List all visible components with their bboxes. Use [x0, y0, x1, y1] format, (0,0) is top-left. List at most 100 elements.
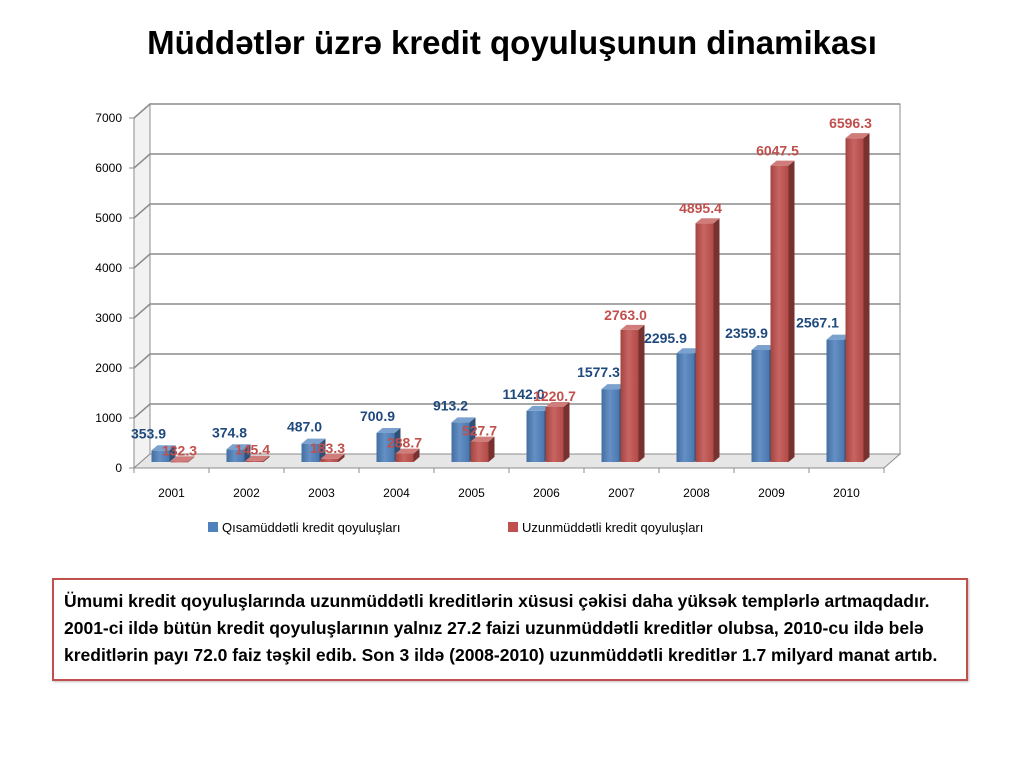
- data-label: 6596.3: [829, 115, 872, 131]
- y-tick-label: 1000: [95, 411, 122, 425]
- bar-front: [451, 422, 470, 462]
- bar-front: [695, 223, 714, 462]
- x-tick-label: 2008: [683, 486, 710, 500]
- bar-top: [301, 438, 326, 444]
- bar-top: [601, 384, 626, 390]
- bar-long-term-2008: [695, 218, 720, 462]
- data-label: 353.9: [131, 425, 166, 441]
- bar-top: [695, 218, 720, 224]
- bar-front: [170, 461, 189, 463]
- legend-swatch-short-term: [208, 522, 218, 532]
- legend-label-short-term: Qısamüddətli kredit qoyuluşları: [222, 520, 400, 535]
- gridline: [133, 153, 900, 169]
- bar-side: [413, 448, 420, 462]
- bar-top: [470, 436, 495, 442]
- gridlines: [133, 103, 900, 419]
- y-tick-label: 0: [115, 461, 122, 475]
- bar-side: [788, 160, 795, 462]
- data-label: 913.2: [433, 397, 468, 413]
- x-tick-label: 2006: [533, 486, 560, 500]
- bar-front: [676, 353, 695, 462]
- data-label: 288.7: [387, 435, 422, 451]
- data-label: 145.4: [235, 442, 270, 458]
- bar-long-term-2005: [470, 436, 495, 462]
- bar-short-term-2003: [301, 438, 326, 462]
- bar-front: [151, 450, 170, 462]
- bar-top: [320, 453, 345, 459]
- bar-long-term-2002: [245, 455, 270, 462]
- gridline: [133, 353, 900, 369]
- x-tick-label: 2002: [233, 486, 260, 500]
- bar-front: [245, 460, 264, 462]
- bar-top: [526, 405, 551, 411]
- data-label: 4895.4: [679, 200, 722, 216]
- bar-front: [620, 329, 639, 462]
- bar-top: [620, 324, 645, 330]
- bar-long-term-2003: [320, 453, 345, 462]
- gridline: [133, 303, 900, 319]
- y-axis: 0 1000 2000 3000 4000 5000 6000 7000: [95, 111, 134, 475]
- bar-front: [320, 458, 339, 462]
- bar-short-term-2002: [226, 444, 251, 462]
- bars: [151, 133, 870, 463]
- bar-long-term-2001: [170, 456, 195, 463]
- bar-front: [226, 449, 245, 462]
- data-label: 527.7: [462, 423, 497, 439]
- y-tick-label: 5000: [95, 211, 122, 225]
- bar-front: [601, 389, 620, 462]
- data-label: 1142.0: [502, 386, 544, 402]
- gridline: [133, 203, 900, 219]
- bar-top: [226, 444, 251, 450]
- y-tick-label: 2000: [95, 361, 122, 375]
- bar-front: [751, 350, 770, 462]
- bar-side: [713, 218, 720, 462]
- bar-top: [845, 133, 870, 139]
- x-axis: 2001 2002 2003 2004 2005 2006 2007 2008 2009 2010: [133, 468, 885, 500]
- bar-long-term-2006: [545, 401, 570, 462]
- bar-side: [638, 324, 645, 462]
- bar-side: [338, 453, 345, 462]
- bar-front: [545, 406, 564, 462]
- bar-top: [676, 348, 701, 354]
- y-tick-label: 4000: [95, 261, 122, 275]
- x-tick-label: 2003: [308, 486, 335, 500]
- bar-top: [395, 448, 420, 454]
- bar-front: [395, 453, 414, 462]
- chart-title: Müddətlər üzrə kredit qoyuluşunun dinami…: [147, 24, 877, 61]
- bar-side: [169, 445, 176, 462]
- bar-front: [826, 339, 845, 462]
- data-label: 374.8: [212, 424, 247, 440]
- bar-front: [376, 432, 395, 462]
- bar-front: [526, 410, 545, 462]
- data-label: 1577.3: [577, 364, 620, 380]
- bar-long-term-2004: [395, 448, 420, 462]
- x-tick-label: 2004: [383, 486, 410, 500]
- bar-front: [845, 138, 864, 462]
- gridline: [133, 103, 900, 119]
- data-label: 183.3: [310, 440, 345, 456]
- bar-top: [245, 455, 270, 461]
- x-tick-label: 2005: [458, 486, 485, 500]
- bar-side: [244, 444, 251, 462]
- data-label: 2567.1: [796, 315, 839, 331]
- data-label: 487.0: [287, 419, 322, 435]
- legend: Qısamüddətli kredit qoyuluşları Uzunmüddə…: [208, 520, 703, 535]
- x-tick-label: 2007: [608, 486, 635, 500]
- commentary-box: Ümumi kredit qoyuluşlarında uzunmüddətli…: [52, 578, 968, 681]
- data-label: 700.9: [360, 408, 395, 424]
- data-label: 2763.0: [604, 307, 647, 323]
- bar-top: [545, 401, 570, 407]
- bar-side: [488, 436, 495, 462]
- y-tick-label: 6000: [95, 161, 122, 175]
- data-label: 6047.5: [756, 143, 799, 159]
- bar-side: [263, 455, 270, 462]
- bar-side: [563, 401, 570, 462]
- gridline: [133, 403, 900, 419]
- side-wall: [133, 102, 151, 470]
- data-label: 2295.9: [644, 330, 687, 346]
- bar-top: [751, 345, 776, 351]
- bar-top: [826, 334, 851, 340]
- x-tick-label: 2009: [758, 486, 785, 500]
- bar-top: [451, 417, 476, 423]
